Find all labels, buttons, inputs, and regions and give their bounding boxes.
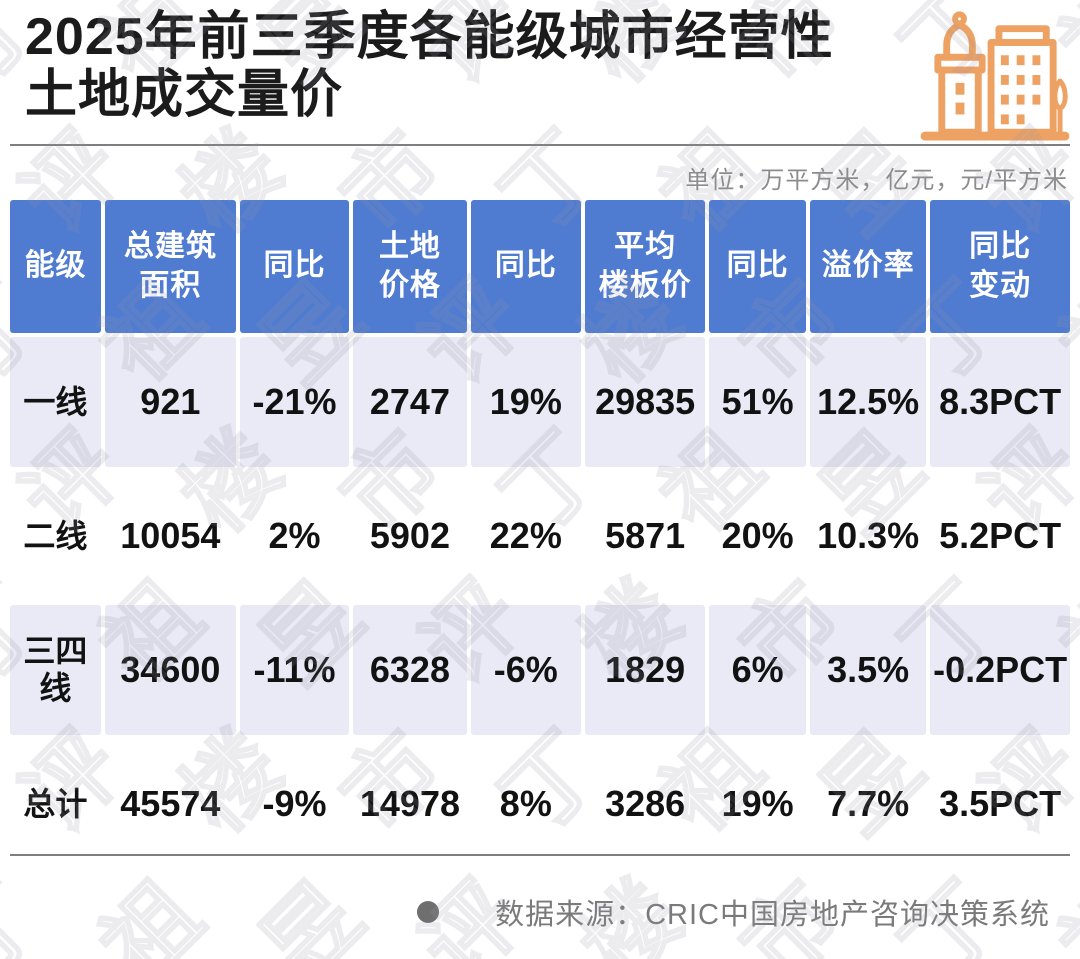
cell-tier-label: 三四线	[10, 605, 101, 735]
table-cell: 3286	[605, 783, 686, 825]
cell-tier-label: 一线	[10, 337, 101, 467]
units-note: 单位：万平方米，亿元，元/平方米	[685, 167, 1068, 194]
header-line: 土地	[378, 230, 441, 264]
column-header-total-gfa: 总建筑 面积	[104, 200, 236, 333]
source-bullet-icon	[417, 901, 440, 923]
tree-icon	[1052, 78, 1068, 135]
header-line: 同比	[969, 230, 1032, 264]
dome	[943, 21, 976, 61]
table-cell: 19%	[470, 337, 582, 467]
table-cell: 20%	[721, 515, 794, 557]
column-header-yoy-2: 同比	[470, 200, 582, 333]
table-cell: 1829	[585, 605, 706, 735]
tower-window	[955, 82, 965, 95]
column-header-yoy-1: 同比	[239, 200, 350, 333]
header-line: 平均	[614, 230, 677, 264]
title-divider	[10, 144, 1070, 146]
tower-window	[955, 102, 965, 115]
table-cell: 34600	[104, 605, 236, 735]
data-source: 数据来源：CRIC中国房地产咨询决策系统	[495, 899, 1050, 931]
header-line: 同比	[494, 249, 557, 283]
header-line: 能级	[24, 249, 87, 283]
table-cell: 19%	[721, 783, 794, 825]
building-windows	[1000, 55, 1041, 125]
page-title: 2025年前三季度各能级城市经营性土地成交量价	[25, 8, 834, 125]
footer-divider	[10, 854, 1070, 856]
table-cell: 14978	[359, 783, 460, 825]
table-cell: 8.3PCT	[930, 337, 1070, 467]
table-cell: 6328	[353, 605, 467, 735]
table-cell: 8%	[499, 783, 552, 825]
table-cell: -9%	[262, 783, 327, 825]
table-cell: 29835	[585, 337, 706, 467]
table-cell: 10054	[120, 515, 221, 557]
table-cell: 5871	[605, 515, 686, 557]
cell-tier-label: 总计	[23, 785, 88, 822]
tower-body	[938, 66, 982, 136]
column-header-tier: 能级	[10, 200, 101, 333]
table-cell: 921	[104, 337, 236, 467]
table-cell: -11%	[239, 605, 350, 735]
table-cell: 22%	[489, 515, 562, 557]
table-cell: 10.3%	[817, 515, 920, 557]
header-line: 价格	[378, 268, 441, 302]
table-cell: 6%	[709, 605, 806, 735]
table-cell: 3.5PCT	[939, 783, 1062, 825]
header-line: 楼板价	[598, 268, 692, 302]
table-cell: 3.5%	[809, 605, 927, 735]
header-line: 同比	[726, 249, 789, 283]
header-line: 变动	[969, 268, 1032, 302]
column-header-premium-rate: 溢价率	[809, 200, 927, 333]
header-line: 总建筑	[123, 230, 217, 264]
column-header-avg-floor-price: 平均 楼板价	[585, 200, 706, 333]
header-line: 溢价率	[821, 249, 915, 283]
buildings-icon	[920, 11, 1070, 141]
table-cell: 12.5%	[809, 337, 927, 467]
land-transaction-table: 能级 总建筑面积 同比 土地价格 同比 平均楼板价 同比 溢价率 同比变动 一线…	[10, 200, 1070, 869]
header-line: 面积	[139, 268, 202, 302]
table-cell: 2%	[268, 515, 321, 557]
footer: 数据来源：CRIC中国房地产咨询决策系统	[417, 891, 1050, 933]
table-cell: 51%	[709, 337, 806, 467]
table-cell: -6%	[470, 605, 582, 735]
table-cell: 7.7%	[827, 783, 910, 825]
table-cell: 2747	[353, 337, 467, 467]
header-line: 同比	[263, 249, 326, 283]
column-header-yoy-change: 同比 变动	[930, 200, 1070, 333]
table-cell: -0.2PCT	[930, 605, 1070, 735]
column-header-land-price: 土地 价格	[353, 200, 467, 333]
column-header-yoy-3: 同比	[709, 200, 806, 333]
cell-tier-label: 二线	[23, 517, 88, 554]
table-cell: 5.2PCT	[939, 515, 1062, 557]
table-cell: 5902	[369, 515, 450, 557]
table-cell: -21%	[239, 337, 350, 467]
table-cell: 45574	[120, 783, 221, 825]
